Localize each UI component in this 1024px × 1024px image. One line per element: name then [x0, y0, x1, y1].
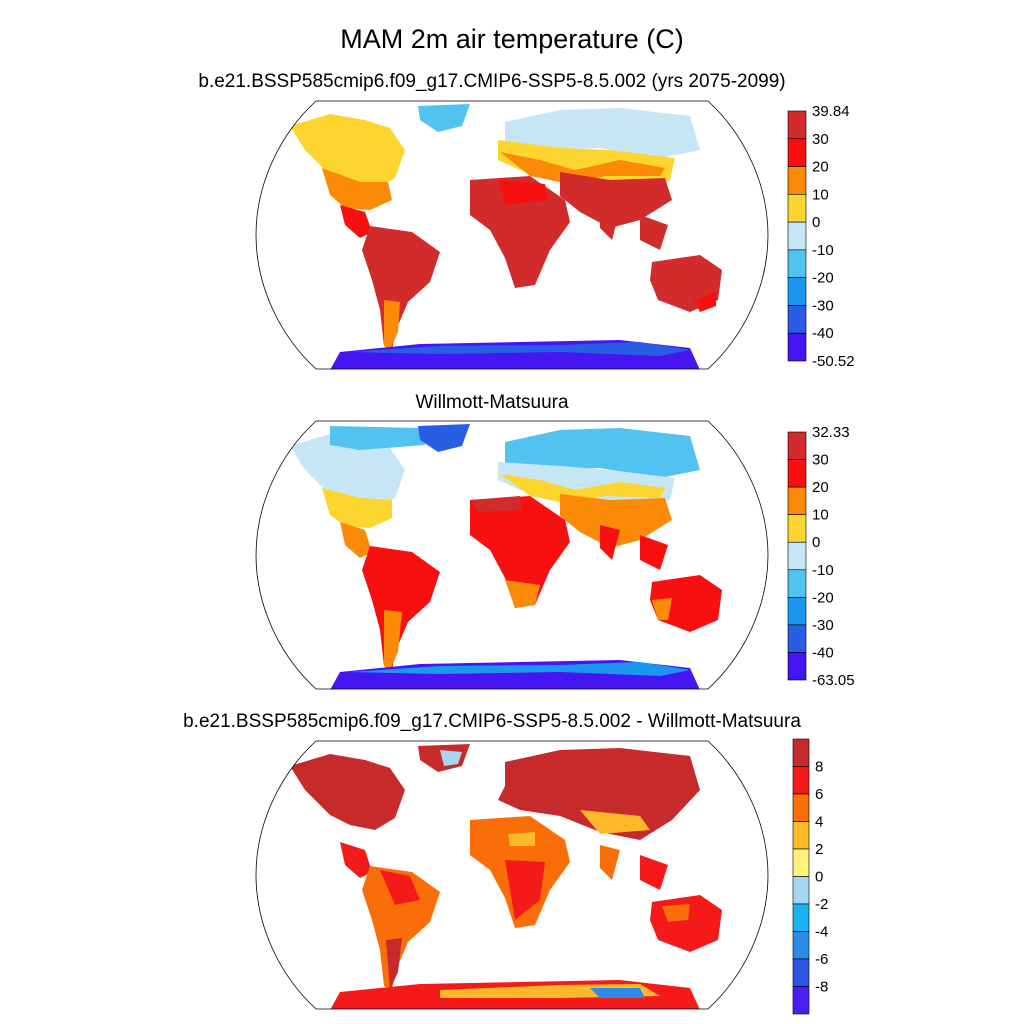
colorbar-label: 0 [812, 534, 820, 551]
colorbar-label: -4 [815, 924, 828, 941]
colorbar-swatch [792, 986, 810, 1015]
colorbar-diff: 8 6 4 2 0 -2 -4 -6 -8 [792, 738, 828, 1015]
colorbar-label: 32.33 [812, 424, 850, 441]
colorbar-label: 10 [812, 507, 829, 524]
colorbar-label: 10 [812, 186, 829, 203]
panel-diff-title: b.e21.BSSP585cmip6.f09_g17.CMIP6-SSP5-8.… [183, 711, 801, 732]
panel-diff: b.e21.BSSP585cmip6.f09_g17.CMIP6-SSP5-8.… [183, 711, 828, 1015]
colorbar-swatch [792, 793, 810, 822]
colorbar-label: -2 [815, 896, 828, 913]
colorbar-swatch [792, 958, 810, 987]
colorbar-label: -63.05 [812, 672, 855, 689]
colorbar-label: -30 [812, 297, 834, 314]
colorbar-swatch [792, 821, 810, 850]
colorbar-swatch [792, 931, 810, 960]
colorbar-swatch [787, 597, 807, 626]
colorbar-label: -40 [812, 325, 834, 342]
colorbar-swatch [787, 541, 807, 571]
colorbar-label: 8 [815, 759, 823, 776]
colorbar-swatch [787, 514, 807, 543]
panel-model: b.e21.BSSP585cmip6.f09_g17.CMIP6-SSP5-8.… [198, 71, 854, 370]
colorbar-swatch [787, 624, 807, 653]
colorbar-label: -6 [815, 951, 828, 968]
colorbar-label: -50.52 [812, 353, 855, 370]
colorbar-swatch [787, 569, 807, 598]
colorbar-swatch [787, 459, 807, 488]
colorbar-swatch [787, 652, 807, 681]
colorbar-label: -30 [812, 617, 834, 634]
panel-obs-title: Willmott-Matsuura [415, 392, 569, 413]
colorbar-label: 2 [815, 841, 823, 858]
colorbar-swatch [787, 110, 807, 140]
colorbar-swatch [792, 738, 810, 767]
colorbar-model: 39.84 30 20 10 0 -10 -20 -30 -40 -50.52 [787, 103, 855, 370]
colorbar-swatch [792, 876, 810, 905]
colorbar-label: 0 [812, 214, 820, 231]
colorbar-label: 30 [812, 452, 829, 469]
colorbar-swatch [787, 431, 807, 460]
figure-title: MAM 2m air temperature (C) [340, 24, 684, 54]
panel-obs: Willmott-Matsuura [255, 392, 855, 690]
colorbar-label: -40 [812, 644, 834, 661]
colorbar-label: -20 [812, 270, 834, 287]
colorbar-label: 4 [815, 814, 823, 831]
colorbar-label: -20 [812, 589, 834, 606]
panel-model-title: b.e21.BSSP585cmip6.f09_g17.CMIP6-SSP5-8.… [198, 71, 785, 92]
colorbar-swatch [787, 138, 807, 167]
colorbar-label: 39.84 [812, 103, 850, 120]
map-model [256, 101, 768, 369]
colorbar-obs: 32.33 30 20 10 0 -10 -20 -30 -40 -63.05 [787, 424, 855, 689]
colorbar-swatch [787, 486, 807, 515]
colorbar-swatch [787, 221, 807, 251]
colorbar-label: 0 [815, 869, 823, 886]
colorbar-swatch [787, 249, 807, 278]
colorbar-label: 30 [812, 131, 829, 148]
colorbar-swatch [787, 277, 807, 306]
map-diff [256, 741, 768, 1009]
colorbar-label: 6 [815, 786, 823, 803]
colorbar-label: -10 [812, 242, 834, 259]
colorbar-swatch [787, 332, 807, 362]
colorbar-label: -8 [815, 979, 828, 996]
colorbar-swatch [792, 903, 810, 932]
colorbar-swatch [787, 166, 807, 195]
colorbar-swatch [787, 305, 807, 334]
colorbar-label: -10 [812, 562, 834, 579]
colorbar-swatch [792, 848, 810, 877]
colorbar-swatch [787, 194, 807, 223]
colorbar-label: 20 [812, 159, 829, 176]
colorbar-swatch [792, 766, 810, 795]
map-obs [256, 421, 768, 689]
colorbar-label: 20 [812, 479, 829, 496]
